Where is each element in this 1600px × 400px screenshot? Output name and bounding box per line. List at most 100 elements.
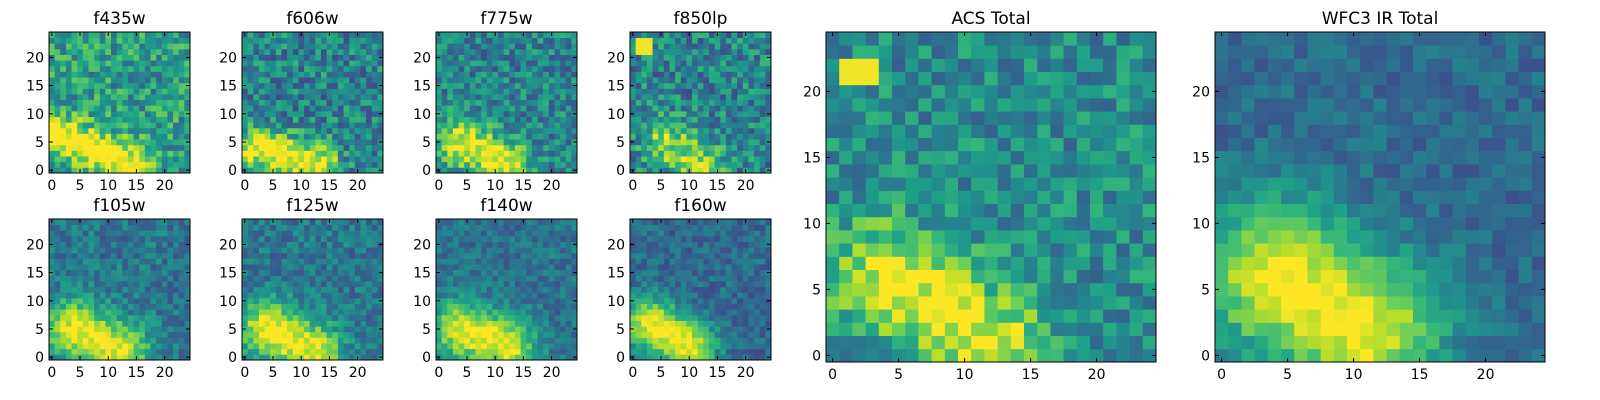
heatmap-cell	[309, 343, 316, 350]
heatmap-cell	[337, 150, 344, 157]
heatmap-cell	[292, 144, 299, 151]
heatmap-cell	[337, 60, 344, 67]
heatmap-cell	[754, 32, 761, 39]
heatmap-cell	[65, 230, 72, 237]
heatmap-cell	[646, 292, 653, 299]
heatmap-cell	[748, 292, 755, 299]
heatmap-cell	[337, 94, 344, 101]
heatmap-cell	[173, 133, 180, 140]
heatmap-cell	[759, 99, 766, 106]
heatmap-cell	[498, 235, 505, 242]
heatmap-cell	[247, 77, 254, 84]
heatmap-cell	[725, 326, 732, 333]
heatmap-cell	[99, 275, 106, 282]
heatmap-cell	[486, 264, 493, 271]
heatmap-cell	[560, 43, 567, 50]
heatmap-cell	[167, 247, 174, 254]
heatmap-cell	[498, 337, 505, 344]
heatmap-cell	[71, 303, 78, 310]
heatmap-cell	[258, 139, 265, 146]
heatmap-cell	[543, 286, 550, 293]
heatmap-cell	[173, 60, 180, 67]
heatmap-cell	[554, 303, 561, 310]
heatmap-cell	[264, 94, 271, 101]
x-tick-label: 0	[240, 365, 249, 381]
heatmap-cell	[441, 314, 448, 321]
heatmap-cell	[144, 354, 151, 361]
heatmap-cell	[275, 252, 282, 259]
heatmap-cell	[133, 252, 140, 259]
heatmap-cell	[475, 71, 482, 78]
heatmap-cell	[754, 275, 761, 282]
heatmap-cell	[315, 161, 322, 168]
heatmap-cell	[304, 275, 311, 282]
heatmap-cell	[630, 156, 637, 163]
heatmap-cell	[65, 224, 72, 231]
heatmap-cell	[116, 32, 123, 39]
heatmap-cell	[309, 110, 316, 117]
heatmap-cell	[571, 320, 578, 327]
heatmap-cell	[184, 252, 191, 259]
heatmap-cell	[486, 354, 493, 361]
heatmap-cell	[486, 303, 493, 310]
heatmap-cell	[503, 309, 510, 316]
heatmap-cell	[680, 127, 687, 134]
heatmap-cell	[447, 139, 454, 146]
heatmap-cell	[275, 247, 282, 254]
heatmap-cell	[127, 269, 134, 276]
heatmap-cell	[281, 88, 288, 95]
heatmap-cell	[320, 331, 327, 338]
heatmap-cell	[531, 161, 538, 168]
heatmap-cell	[692, 133, 699, 140]
heatmap-cell	[60, 292, 67, 299]
heatmap-cell	[337, 116, 344, 123]
heatmap-cell	[49, 337, 56, 344]
heatmap-cell	[270, 326, 277, 333]
heatmap-cell	[481, 65, 488, 72]
heatmap-cell	[292, 99, 299, 106]
heatmap-cell	[247, 48, 254, 55]
heatmap-cell	[731, 337, 738, 344]
heatmap-cell	[754, 54, 761, 61]
heatmap-cell	[349, 281, 356, 288]
heatmap-cell	[458, 331, 465, 338]
heatmap-cell	[366, 161, 373, 168]
heatmap-cell	[94, 94, 101, 101]
heatmap-cell	[258, 133, 265, 140]
heatmap-cell	[486, 224, 493, 231]
heatmap-cell	[281, 343, 288, 350]
heatmap-cell	[697, 309, 704, 316]
heatmap-cell	[144, 269, 151, 276]
heatmap-cell	[167, 337, 174, 344]
heatmap-cell	[447, 343, 454, 350]
heatmap-cell	[167, 32, 174, 39]
heatmap-cell	[720, 150, 727, 157]
heatmap-cell	[133, 65, 140, 72]
heatmap-cell	[759, 275, 766, 282]
heatmap-cell	[452, 241, 459, 248]
heatmap-cell	[514, 60, 521, 67]
heatmap-cell	[680, 139, 687, 146]
heatmap-cell	[264, 326, 271, 333]
heatmap-cell	[548, 303, 555, 310]
heatmap-cell	[759, 144, 766, 151]
heatmap-cell	[281, 71, 288, 78]
heatmap-cell	[514, 269, 521, 276]
heatmap-cell	[703, 110, 710, 117]
heatmap-cell	[548, 241, 555, 248]
heatmap-cell	[754, 94, 761, 101]
heatmap-cell	[692, 105, 699, 112]
y-tick-label: 20	[219, 237, 237, 253]
heatmap-cell	[737, 60, 744, 67]
heatmap-cell	[349, 230, 356, 237]
heatmap-cell	[742, 161, 749, 168]
heatmap-cell	[742, 122, 749, 129]
heatmap-cell	[441, 252, 448, 259]
heatmap-cell	[77, 281, 84, 288]
heatmap-cell	[503, 94, 510, 101]
heatmap-cell	[54, 286, 61, 293]
heatmap-cell	[646, 275, 653, 282]
heatmap-cell	[759, 48, 766, 55]
heatmap-cell	[554, 116, 561, 123]
heatmap-cell	[663, 105, 670, 112]
